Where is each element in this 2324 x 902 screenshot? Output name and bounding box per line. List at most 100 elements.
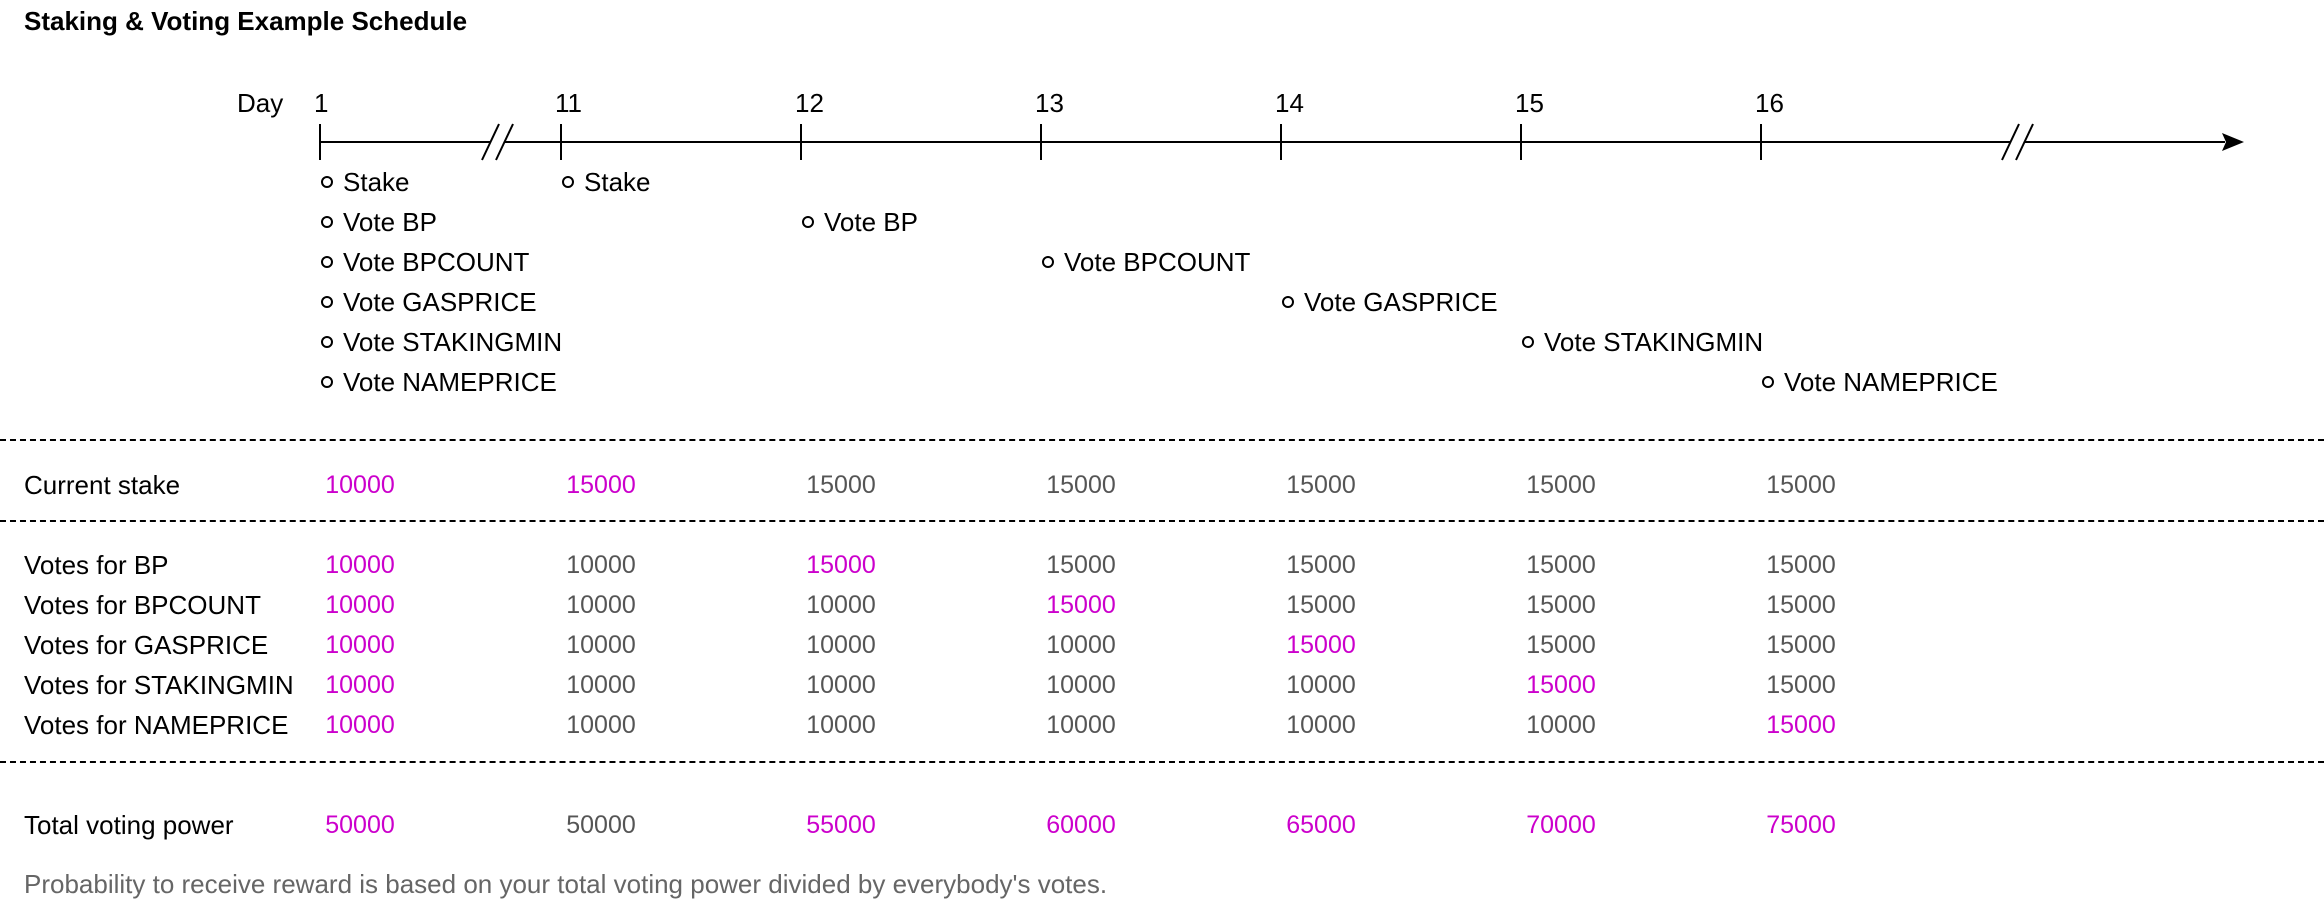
axis-break-mark-2b xyxy=(2015,123,2034,161)
event-marker xyxy=(1762,376,1774,388)
section-separator-2 xyxy=(0,520,2324,522)
value-cell: 10000 xyxy=(325,471,395,499)
row-label: Votes for GASPRICE xyxy=(24,630,269,660)
value-cell: 15000 xyxy=(1766,711,1836,739)
value-cell: 10000 xyxy=(325,671,395,699)
footnote: Probability to receive reward is based o… xyxy=(24,869,1108,899)
value-cell: 65000 xyxy=(1286,811,1356,839)
value-cell: 10000 xyxy=(325,551,395,579)
event-label: Vote BP xyxy=(343,207,437,237)
day-number-14: 14 xyxy=(1275,88,1304,118)
value-cell: 10000 xyxy=(1046,671,1116,699)
value-cell: 50000 xyxy=(325,811,395,839)
value-cell: 15000 xyxy=(1286,551,1356,579)
row-label: Votes for BP xyxy=(24,550,169,580)
value-cell: 15000 xyxy=(1286,631,1356,659)
timeline: Day 1 Stake Vote BP Vote BPCOUNT Vote GASPRI… xyxy=(237,88,2244,397)
event-marker xyxy=(1042,256,1054,268)
event-marker xyxy=(802,216,814,228)
event-marker xyxy=(321,336,333,348)
value-cell: 15000 xyxy=(806,551,876,579)
event-marker xyxy=(321,376,333,388)
value-cell: 70000 xyxy=(1526,811,1596,839)
event-marker xyxy=(321,256,333,268)
axis-break-gap-1 xyxy=(490,130,504,154)
event-marker xyxy=(321,296,333,308)
event-marker xyxy=(321,216,333,228)
value-cell: 15000 xyxy=(1526,471,1596,499)
row-label: Total voting power xyxy=(24,810,234,840)
value-cell: 15000 xyxy=(1766,631,1836,659)
event-marker xyxy=(321,176,333,188)
value-cell: 15000 xyxy=(1526,671,1596,699)
value-cell: 10000 xyxy=(806,671,876,699)
value-cell: 75000 xyxy=(1766,811,1836,839)
value-cell: 15000 xyxy=(1526,551,1596,579)
value-cell: 10000 xyxy=(806,591,876,619)
value-cell: 10000 xyxy=(325,631,395,659)
event-marker xyxy=(1522,336,1534,348)
value-cell: 10000 xyxy=(566,551,636,579)
event-label: Vote GASPRICE xyxy=(343,287,537,317)
value-cell: 50000 xyxy=(566,811,636,839)
value-cell: 15000 xyxy=(1046,471,1116,499)
event-marker xyxy=(1282,296,1294,308)
day-number-12: 12 xyxy=(795,88,824,118)
day-number-16: 16 xyxy=(1755,88,1784,118)
value-cell: 10000 xyxy=(1046,711,1116,739)
event-label: Stake xyxy=(584,167,651,197)
day-number-15: 15 xyxy=(1515,88,1544,118)
value-cell: 15000 xyxy=(1046,591,1116,619)
event-label: Vote STAKINGMIN xyxy=(343,327,562,357)
day-number-1: 1 xyxy=(314,88,328,118)
value-cell: 10000 xyxy=(325,591,395,619)
event-marker xyxy=(562,176,574,188)
section-separator-1 xyxy=(0,439,2324,441)
row-label: Votes for BPCOUNT xyxy=(24,590,261,620)
value-cell: 15000 xyxy=(1766,591,1836,619)
day-axis-label: Day xyxy=(237,88,283,118)
diagram-title: Staking & Voting Example Schedule xyxy=(24,6,468,36)
value-cell: 10000 xyxy=(806,631,876,659)
value-cell: 10000 xyxy=(566,591,636,619)
value-cell: 10000 xyxy=(566,711,636,739)
value-cell: 15000 xyxy=(1286,591,1356,619)
value-cell: 10000 xyxy=(1046,631,1116,659)
value-cell: 10000 xyxy=(1286,711,1356,739)
day-number-13: 13 xyxy=(1035,88,1064,118)
row-label: Votes for NAMEPRICE xyxy=(24,710,289,740)
value-cell: 15000 xyxy=(1766,471,1836,499)
value-cell: 10000 xyxy=(566,671,636,699)
value-cell: 55000 xyxy=(806,811,876,839)
axis-break-mark-2a xyxy=(2001,123,2020,161)
value-cell: 15000 xyxy=(1766,551,1836,579)
event-label: Vote GASPRICE xyxy=(1304,287,1498,317)
value-cell: 15000 xyxy=(1046,551,1116,579)
timeline-arrowhead xyxy=(2222,133,2244,151)
value-cell: 10000 xyxy=(1526,711,1596,739)
row-label: Current stake xyxy=(24,470,181,500)
value-cell: 10000 xyxy=(806,711,876,739)
axis-break-mark-1a xyxy=(481,123,500,161)
value-cell: 15000 xyxy=(1526,631,1596,659)
section-separator-3 xyxy=(0,761,2324,763)
value-cell: 60000 xyxy=(1046,811,1116,839)
row-label: Votes for STAKINGMIN xyxy=(24,670,294,700)
value-cell: 10000 xyxy=(1286,671,1356,699)
event-label: Vote NAMEPRICE xyxy=(1784,367,1998,397)
value-cell: 15000 xyxy=(1526,591,1596,619)
event-label: Vote NAMEPRICE xyxy=(343,367,557,397)
event-label: Vote STAKINGMIN xyxy=(1544,327,1763,357)
value-cell: 15000 xyxy=(1766,671,1836,699)
event-label: Vote BPCOUNT xyxy=(1064,247,1251,277)
value-cell: 10000 xyxy=(566,631,636,659)
axis-break-gap-2 xyxy=(2010,130,2024,154)
axis-break-mark-1b xyxy=(495,123,514,161)
event-label: Vote BPCOUNT xyxy=(343,247,530,277)
event-label: Vote BP xyxy=(824,207,918,237)
event-label: Stake xyxy=(343,167,410,197)
value-cell: 15000 xyxy=(1286,471,1356,499)
value-cell: 15000 xyxy=(806,471,876,499)
day-number-11: 11 xyxy=(555,88,582,118)
value-cell: 10000 xyxy=(325,711,395,739)
